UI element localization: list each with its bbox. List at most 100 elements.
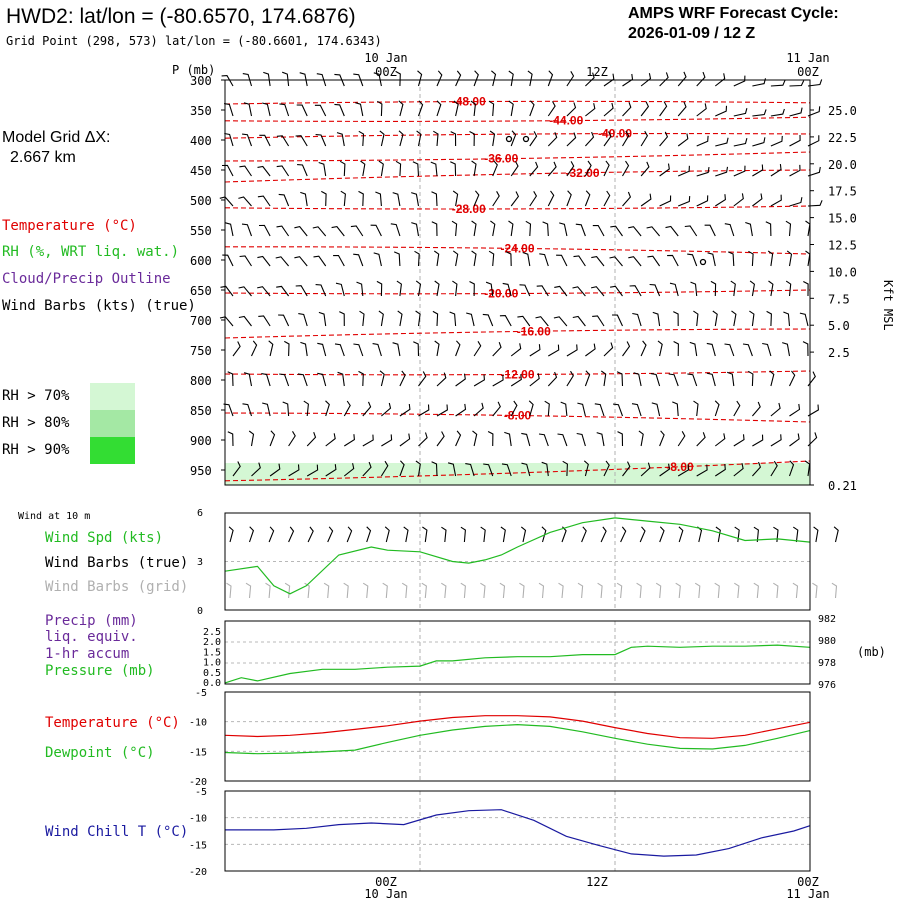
pressure-tick-label: 800 — [190, 374, 212, 388]
wind-barb — [647, 255, 661, 267]
wind-barb — [684, 225, 698, 237]
wind-barb-true — [715, 526, 721, 543]
isotherm-label: -32.00 — [565, 166, 599, 180]
pressure-tick-label: 600 — [190, 254, 212, 268]
model-grid-value: 2.667 km — [10, 149, 76, 166]
wind-barb — [566, 132, 577, 147]
wind-barb-grid — [694, 582, 701, 599]
wind-barb-true — [346, 526, 353, 543]
precip-frame — [224, 620, 811, 685]
wind-barb — [805, 220, 811, 237]
wind-barb — [566, 190, 572, 207]
wind-barb — [300, 341, 308, 357]
wind-barb — [727, 251, 735, 267]
height-tick-label: 25.0 — [828, 104, 857, 118]
wind-barb-true — [384, 526, 390, 543]
wind-barb — [411, 222, 420, 237]
legend-rh90: RH > 90% — [2, 442, 70, 458]
wind-barb-grid — [480, 582, 486, 599]
wind-barb — [603, 160, 610, 177]
wind-barb-true — [228, 526, 234, 543]
wind-barb — [770, 80, 786, 87]
wind-barb-grid — [753, 582, 759, 599]
wind-barb — [472, 430, 478, 447]
wind-barb — [276, 225, 290, 237]
wind-barb — [473, 70, 479, 87]
wind-barb — [677, 431, 686, 447]
calm-wind-marker — [699, 258, 707, 266]
wind-barb — [575, 223, 586, 237]
wind-barb — [414, 250, 420, 267]
wind-barb — [547, 190, 555, 207]
calm-wind-marker — [522, 135, 530, 143]
wind-barb — [789, 370, 796, 387]
wind-barb-true — [753, 526, 759, 543]
wind-barb — [510, 130, 517, 147]
wind-barb — [696, 167, 710, 177]
wind-barb — [373, 72, 382, 87]
wind-barb — [238, 196, 252, 207]
wind-barb — [501, 463, 512, 477]
wind-barb — [380, 460, 389, 477]
wind-barb — [559, 222, 568, 237]
precip-pressure-panel: Precip (mm) liq. equiv. 1-hr accum Press… — [45, 613, 886, 691]
wind-barb — [521, 462, 531, 477]
wind-barb — [499, 315, 512, 327]
wind-barb — [733, 165, 746, 177]
wind-barb — [696, 464, 708, 477]
wind-barb — [336, 132, 345, 147]
wind-barb — [262, 102, 271, 117]
wind-barb — [325, 464, 337, 477]
wind-barb — [508, 220, 514, 237]
wind-barb — [628, 256, 642, 267]
wind-y-tick: 6 — [197, 508, 203, 519]
wind-barb — [724, 223, 735, 237]
wind-barb — [227, 431, 234, 447]
wind-barb — [547, 161, 557, 177]
wind-barb — [693, 400, 699, 417]
wind-barb — [473, 190, 480, 207]
wind-barb — [733, 434, 745, 447]
page-title: HWD2: lat/lon = (-80.6570, 174.6876) — [6, 5, 356, 28]
height-tick-label: 20.0 — [828, 158, 857, 172]
wind-barb — [807, 404, 819, 417]
wind-barb — [807, 135, 820, 147]
wind-barb — [742, 343, 753, 357]
wind-barb-grid — [401, 582, 408, 599]
wind-barb — [362, 461, 372, 477]
rh90-swatch — [90, 437, 135, 464]
wind-barb — [802, 341, 809, 357]
wind-barb — [669, 282, 679, 297]
wind-barb-grid — [636, 582, 642, 599]
isotherm-label: -24.00 — [500, 241, 534, 255]
wind-barb — [337, 371, 345, 387]
wind-barb — [452, 280, 458, 297]
wind-barb-grid — [792, 582, 799, 599]
isotherm-line — [224, 460, 811, 482]
bottom-date-label: 10 Jan — [364, 887, 407, 900]
wind-barb — [609, 256, 623, 267]
wind-barb — [378, 160, 384, 177]
wind-barb — [451, 220, 458, 237]
wind-barb — [689, 341, 698, 357]
isotherm-label: -48.00 — [452, 95, 486, 109]
wind-barb — [770, 402, 781, 417]
wind-barb-grid — [245, 582, 252, 599]
wind-barb — [502, 282, 512, 297]
wind-frame — [224, 512, 811, 611]
wind-barb — [628, 226, 642, 237]
wind-barb — [288, 431, 296, 447]
wind-barb — [399, 370, 406, 387]
wind-barb-grid — [441, 582, 447, 599]
wind-barb — [638, 430, 644, 447]
wind-barb — [453, 100, 459, 117]
wind-barb — [807, 371, 816, 387]
wind-barb — [603, 131, 612, 147]
wind-barb — [258, 315, 271, 327]
wind-barb — [317, 372, 327, 387]
wind-barb — [242, 133, 253, 147]
wind-barb — [473, 341, 482, 357]
wind-barb — [473, 402, 484, 417]
axis-tick-label: 2.5 — [203, 627, 221, 638]
wind-barb — [707, 252, 716, 267]
